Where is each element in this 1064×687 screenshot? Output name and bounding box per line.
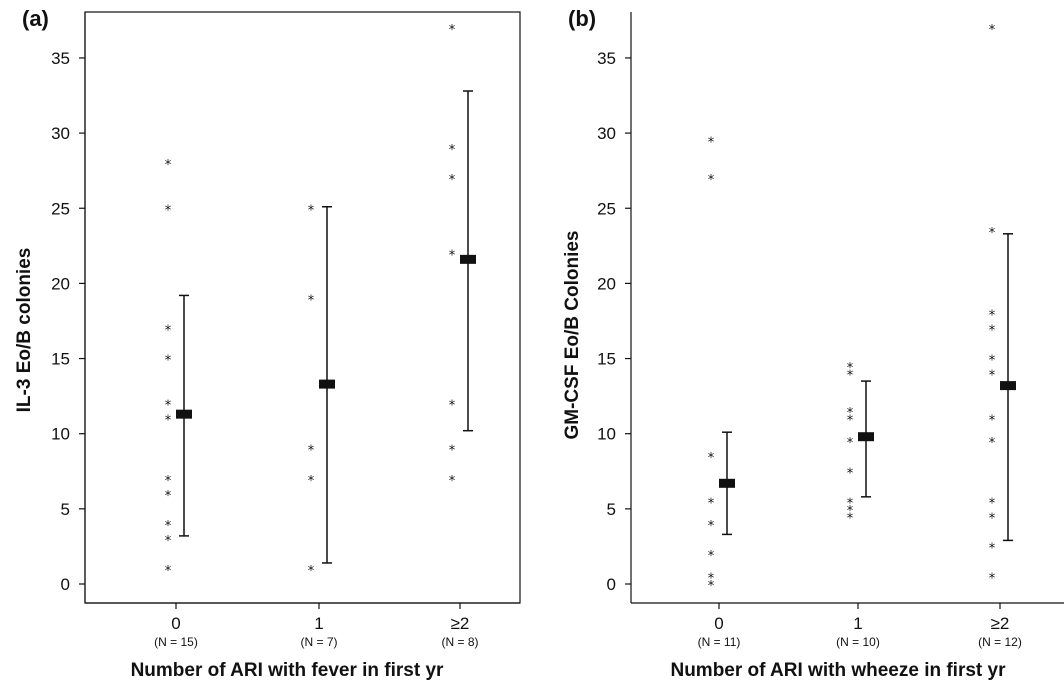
panel-a-marks: 0 5 10 15 20 25 30 35 0 (N = 15) 1 (N = 7) ≥2 (N = 8)…	[51, 23, 478, 649]
panel-a-y-tick-label: 15	[51, 350, 70, 369]
panel-b-data-point: *	[847, 406, 854, 421]
panel-b-data-point: *	[708, 173, 715, 188]
panel-b-data-point: *	[989, 436, 996, 451]
panel-b-mean-marker	[719, 478, 735, 488]
panel-b-y-tick-label: 0	[607, 575, 616, 594]
panel-a-data-point: *	[165, 158, 172, 173]
panel-a-x-axis-title: Number of ARI with fever in first yr	[131, 660, 444, 681]
panel-b-data-point: *	[847, 504, 854, 519]
panel-b-y-tick-label: 15	[597, 350, 616, 369]
panel-a-y-tick-label: 25	[51, 199, 70, 218]
panel-b-y-axis-title: GM-CSF Eo/B Colonies	[562, 231, 583, 440]
panel-b-y-tick-label: 5	[607, 500, 616, 519]
panel-b-y-tick-label: 20	[597, 274, 616, 293]
panel-b-data-point: *	[708, 136, 715, 151]
panel-a-data-point: *	[308, 564, 315, 579]
panel-a-data-point: *	[165, 323, 172, 338]
panel-a-mean-marker	[460, 254, 476, 264]
panel-b-n-label: (N = 12)	[978, 635, 1022, 649]
panel-b-n-label: (N = 11)	[698, 635, 741, 649]
panel-a-data-point: *	[308, 474, 315, 489]
panel-b-data-point: *	[708, 571, 715, 586]
panel-a-data-point: *	[165, 474, 172, 489]
panel-a-data-point: *	[308, 293, 315, 308]
panel-b-data-point: *	[708, 496, 715, 511]
panel-a-data-point: *	[165, 519, 172, 534]
panel-b-data-point: *	[989, 323, 996, 338]
panel-b-data-point: *	[989, 541, 996, 556]
panel-a-data-point: *	[449, 173, 456, 188]
panel-b-data-point: *	[708, 549, 715, 564]
panel-a-y-tick-label: 10	[51, 425, 70, 444]
panel-a-data-point: *	[165, 354, 172, 369]
panel-b-category-label: ≥2	[991, 614, 1010, 633]
panel-a-category-label: 1	[314, 614, 323, 633]
panel-b-data-point: *	[989, 511, 996, 526]
panel-a-data-point: *	[449, 248, 456, 263]
panel-a-category-label: ≥2	[451, 614, 470, 633]
panel-a-data-point: *	[449, 444, 456, 459]
panel-b-data-point: *	[989, 571, 996, 586]
panel-a-label: (a)	[22, 6, 49, 31]
panel-a-n-label: (N = 15)	[154, 635, 198, 649]
panel-b-data-point: *	[847, 511, 854, 526]
panel-a-y-tick-label: 20	[51, 274, 70, 293]
panel-b-data-point: *	[708, 519, 715, 534]
panel-b-category-label: 1	[853, 614, 862, 633]
panel-a-frame	[84, 11, 521, 604]
panel-b-data-point: *	[989, 308, 996, 323]
panel-a-data-point: *	[308, 203, 315, 218]
panel-b-data-point: *	[989, 414, 996, 429]
panel-a-data-point: *	[165, 399, 172, 414]
panel-a-y-axis-title: IL-3 Eo/B colonies	[14, 248, 35, 413]
panel-b-data-point: *	[989, 23, 996, 38]
panel-b-n-label: (N = 10)	[836, 635, 880, 649]
panel-a-y-tick-label: 0	[61, 575, 70, 594]
panel-b-y-tick-label: 35	[597, 49, 616, 68]
panel-b-data-point: *	[847, 361, 854, 376]
panel-a-n-label: (N = 7)	[300, 635, 337, 649]
panel-a-n-label: (N = 8)	[441, 635, 478, 649]
panel-b-data-point: *	[847, 369, 854, 384]
panel-a-mean-marker	[319, 379, 335, 389]
panel-a-data-point: *	[449, 399, 456, 414]
panel-a-data-point: *	[165, 414, 172, 429]
panel-b-data-point: *	[989, 369, 996, 384]
panel-a-data-point: *	[449, 143, 456, 158]
panel-a-data-point: *	[449, 23, 456, 38]
panel-b-data-point: *	[708, 579, 715, 594]
panel-b-data-point: *	[989, 226, 996, 241]
panel-b-data-point: *	[989, 496, 996, 511]
panel-b-data-point: *	[708, 451, 715, 466]
panel-a-y-tick-label: 35	[51, 49, 70, 68]
panel-b-y-tick-label: 10	[597, 425, 616, 444]
panel-b: (b) GM-CSF Eo/B Colonies Number of ARI w…	[562, 6, 1064, 681]
panel-b-data-point: *	[847, 436, 854, 451]
panel-a-y-tick-label: 30	[51, 124, 70, 143]
panel-a-data-point: *	[165, 564, 172, 579]
panel-b-data-point: *	[847, 496, 854, 511]
panel-b-x-axis-title: Number of ARI with wheeze in first yr	[670, 660, 1006, 681]
panel-a-data-point: *	[165, 489, 172, 504]
panel-a-data-point: *	[449, 474, 456, 489]
panel-b-label: (b)	[568, 6, 596, 31]
panel-b-mean-marker	[858, 432, 874, 442]
panel-b-mean-marker	[1000, 381, 1016, 391]
panel-a-data-point: *	[308, 444, 315, 459]
panel-a-mean-marker	[176, 409, 192, 419]
panel-a: (a) IL-3 Eo/B colonies Number of ARI wit…	[14, 6, 521, 681]
panel-b-data-point: *	[989, 354, 996, 369]
panel-a-category-label: 0	[171, 614, 180, 633]
panel-b-y-tick-label: 30	[597, 124, 616, 143]
panel-b-y-tick-label: 25	[597, 199, 616, 218]
panel-b-data-point: *	[847, 466, 854, 481]
panel-b-category-label: 0	[714, 614, 723, 633]
panel-b-data-point: *	[847, 414, 854, 429]
panel-a-data-point: *	[165, 203, 172, 218]
panel-a-data-point: *	[165, 534, 172, 549]
panel-b-marks: 0 5 10 15 20 25 30 35 0 (N = 11) 1 (N = 10) ≥2 (N = 1…	[597, 23, 1022, 649]
panel-a-y-tick-label: 5	[61, 500, 70, 519]
